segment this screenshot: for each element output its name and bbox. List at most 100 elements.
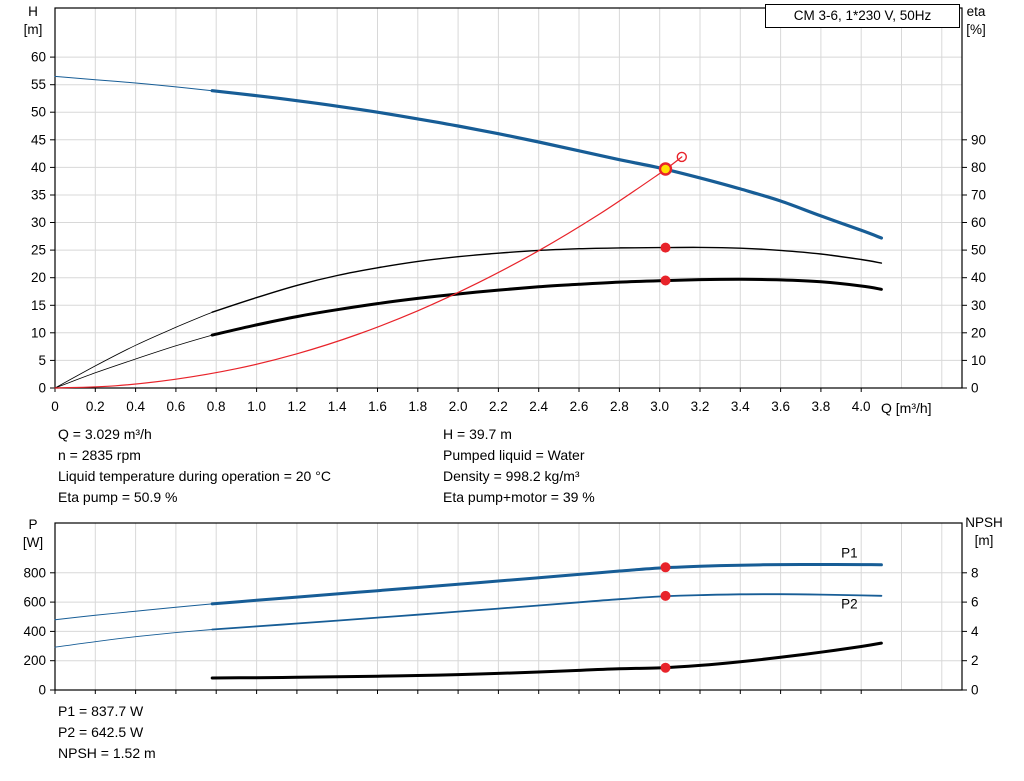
- y-right-tick-label: 6: [971, 595, 979, 610]
- npsh-axis-symbol: NPSH: [965, 515, 1003, 530]
- x-tick-label: 1.6: [368, 399, 387, 414]
- eta-axis-title: eta [%]: [950, 3, 1002, 39]
- y-left-tick-label: 60: [31, 50, 46, 65]
- curve-system-curve: [54, 156, 683, 389]
- p2-duty-point: [660, 590, 671, 601]
- info-line-liquid-temp: Liquid temperature during operation = 20…: [58, 468, 331, 484]
- power-npsh-chart: P1 P2 0 200 400 600 800 0 2 4 6 8: [23, 522, 979, 698]
- x-tick-label: 2.6: [570, 399, 589, 414]
- y-left-tick-label: 25: [31, 243, 46, 258]
- pump-title-box: CM 3-6, 1*230 V, 50Hz: [765, 4, 960, 28]
- x-tick-label: 1.8: [408, 399, 427, 414]
- y-left-tick-label: 800: [23, 565, 46, 580]
- x-tick-label: 3.4: [731, 399, 750, 414]
- info-line-p1: P1 = 837.7 W: [58, 703, 144, 719]
- x-tick-label: 2.0: [449, 399, 468, 414]
- eta-pump-motor-duty-point: [660, 275, 671, 286]
- info-line-pumped-liquid: Pumped liquid = Water: [443, 447, 585, 463]
- y-right-tick-label: 90: [971, 132, 986, 147]
- plot-frame: [54, 7, 963, 389]
- x-tick-label: 0.8: [207, 399, 226, 414]
- x-tick-label: 1.4: [328, 399, 347, 414]
- y-left-tick-label: 600: [23, 595, 46, 610]
- y-left-tick-label: 45: [31, 132, 46, 147]
- y-right-tick-label: 0: [971, 381, 979, 396]
- duty-point: [658, 162, 673, 176]
- series-label-p1: P1: [841, 545, 858, 560]
- y-left-tick-label: 0: [38, 381, 46, 396]
- x-tick-label: 3.2: [691, 399, 710, 414]
- npsh-duty-point: [660, 662, 671, 673]
- y-left-tick-label: 10: [31, 325, 46, 340]
- y-right-tick-label: 40: [971, 270, 986, 285]
- y-left-tick-label: 35: [31, 188, 46, 203]
- eta-axis-symbol: eta: [966, 4, 986, 19]
- y-right-tick-label: 70: [971, 188, 986, 203]
- x-tick-label: 2.8: [610, 399, 629, 414]
- y-left-tick-label: 200: [23, 653, 46, 668]
- x-tick-label: 0.4: [126, 399, 145, 414]
- y-left-tick-label: 50: [31, 105, 46, 120]
- curve-eta-pump-low-flow: [54, 311, 213, 389]
- x-tick-label: 1.2: [288, 399, 307, 414]
- x-tick-label: 0: [51, 399, 59, 414]
- power-info: P1 = 837.7 W P2 = 642.5 W NPSH = 1.52 m: [58, 701, 156, 764]
- x-tick-label: 2.2: [489, 399, 508, 414]
- gridlines: [55, 8, 962, 388]
- info-line-eta-pump-motor: Eta pump+motor = 39 %: [443, 489, 595, 505]
- power-npsh-chart-plot-area[interactable]: [55, 523, 962, 690]
- tick-marks: [50, 572, 967, 694]
- info-line-p2: P2 = 642.5 W: [58, 724, 144, 740]
- y-right-tick-label: 50: [971, 243, 986, 258]
- y-right-tick-label: 80: [971, 160, 986, 175]
- p-axis-title: P [W]: [10, 516, 56, 552]
- curve-eta-pump: [211, 246, 883, 313]
- duty-info-left: Q = 3.029 m³/h n = 2835 rpm Liquid tempe…: [58, 424, 331, 508]
- y-right-tick-label: 4: [971, 624, 979, 639]
- hq-efficiency-chart-plot-area[interactable]: [55, 8, 962, 388]
- curve-p1: [210, 563, 883, 606]
- gridlines: [55, 523, 962, 690]
- y-left-tick-label: 5: [38, 353, 46, 368]
- x-tick-label: 3.6: [771, 399, 790, 414]
- info-line-q: Q = 3.029 m³/h: [58, 426, 152, 442]
- curve-eta-pump-motor: [210, 277, 883, 337]
- y-right-tick-label: 0: [971, 683, 979, 698]
- p-axis-unit: [W]: [22, 535, 44, 550]
- curve-head: [210, 89, 883, 240]
- curve-p1-low-flow: [54, 603, 213, 621]
- h-axis-title: H [m]: [10, 3, 56, 39]
- npsh-axis-title: NPSH [m]: [954, 514, 1014, 550]
- y-left-tick-label: 40: [31, 160, 46, 175]
- y-left-tick-label: 400: [23, 624, 46, 639]
- plot-frame: [54, 522, 963, 691]
- x-tick-label: 0.6: [167, 399, 186, 414]
- duty-info-right: H = 39.7 m Pumped liquid = Water Density…: [443, 424, 595, 508]
- info-line-density: Density = 998.2 kg/m³: [443, 468, 580, 484]
- eta-axis-unit: [%]: [966, 22, 986, 37]
- curve-p2-low-flow: [54, 629, 213, 648]
- y-left-tick-label: 0: [38, 683, 46, 698]
- tick-marks: [50, 56, 967, 392]
- y-left-tick-label: 55: [31, 77, 46, 92]
- info-line-speed: n = 2835 rpm: [58, 447, 141, 463]
- system-curve-end-ring: [676, 151, 687, 163]
- y-right-tick-label: 8: [971, 565, 979, 580]
- x-tick-label: 3.8: [812, 399, 831, 414]
- curve-head-low-flow: [54, 75, 213, 92]
- x-tick-label: 1.0: [247, 399, 266, 414]
- y-right-tick-label: 2: [971, 653, 979, 668]
- x-tick-label: 3.0: [650, 399, 669, 414]
- q-axis-title: Q [m³/h]: [881, 400, 932, 416]
- x-tick-label: 2.4: [529, 399, 548, 414]
- info-line-h: H = 39.7 m: [443, 426, 512, 442]
- hq-efficiency-chart: 0 0.2 0.4 0.6 0.8 1.0 1.2 1.4 1.6 1.8 2.0 2.2 2.4 2.6…: [31, 7, 986, 414]
- p-axis-symbol: P: [28, 517, 38, 532]
- x-tick-label: 4.0: [852, 399, 871, 414]
- y-left-tick-label: 20: [31, 270, 46, 285]
- info-line-eta-pump: Eta pump = 50.9 %: [58, 489, 178, 505]
- curve-p2: [211, 593, 883, 631]
- curve-eta-pump-motor-low-flow: [54, 334, 213, 389]
